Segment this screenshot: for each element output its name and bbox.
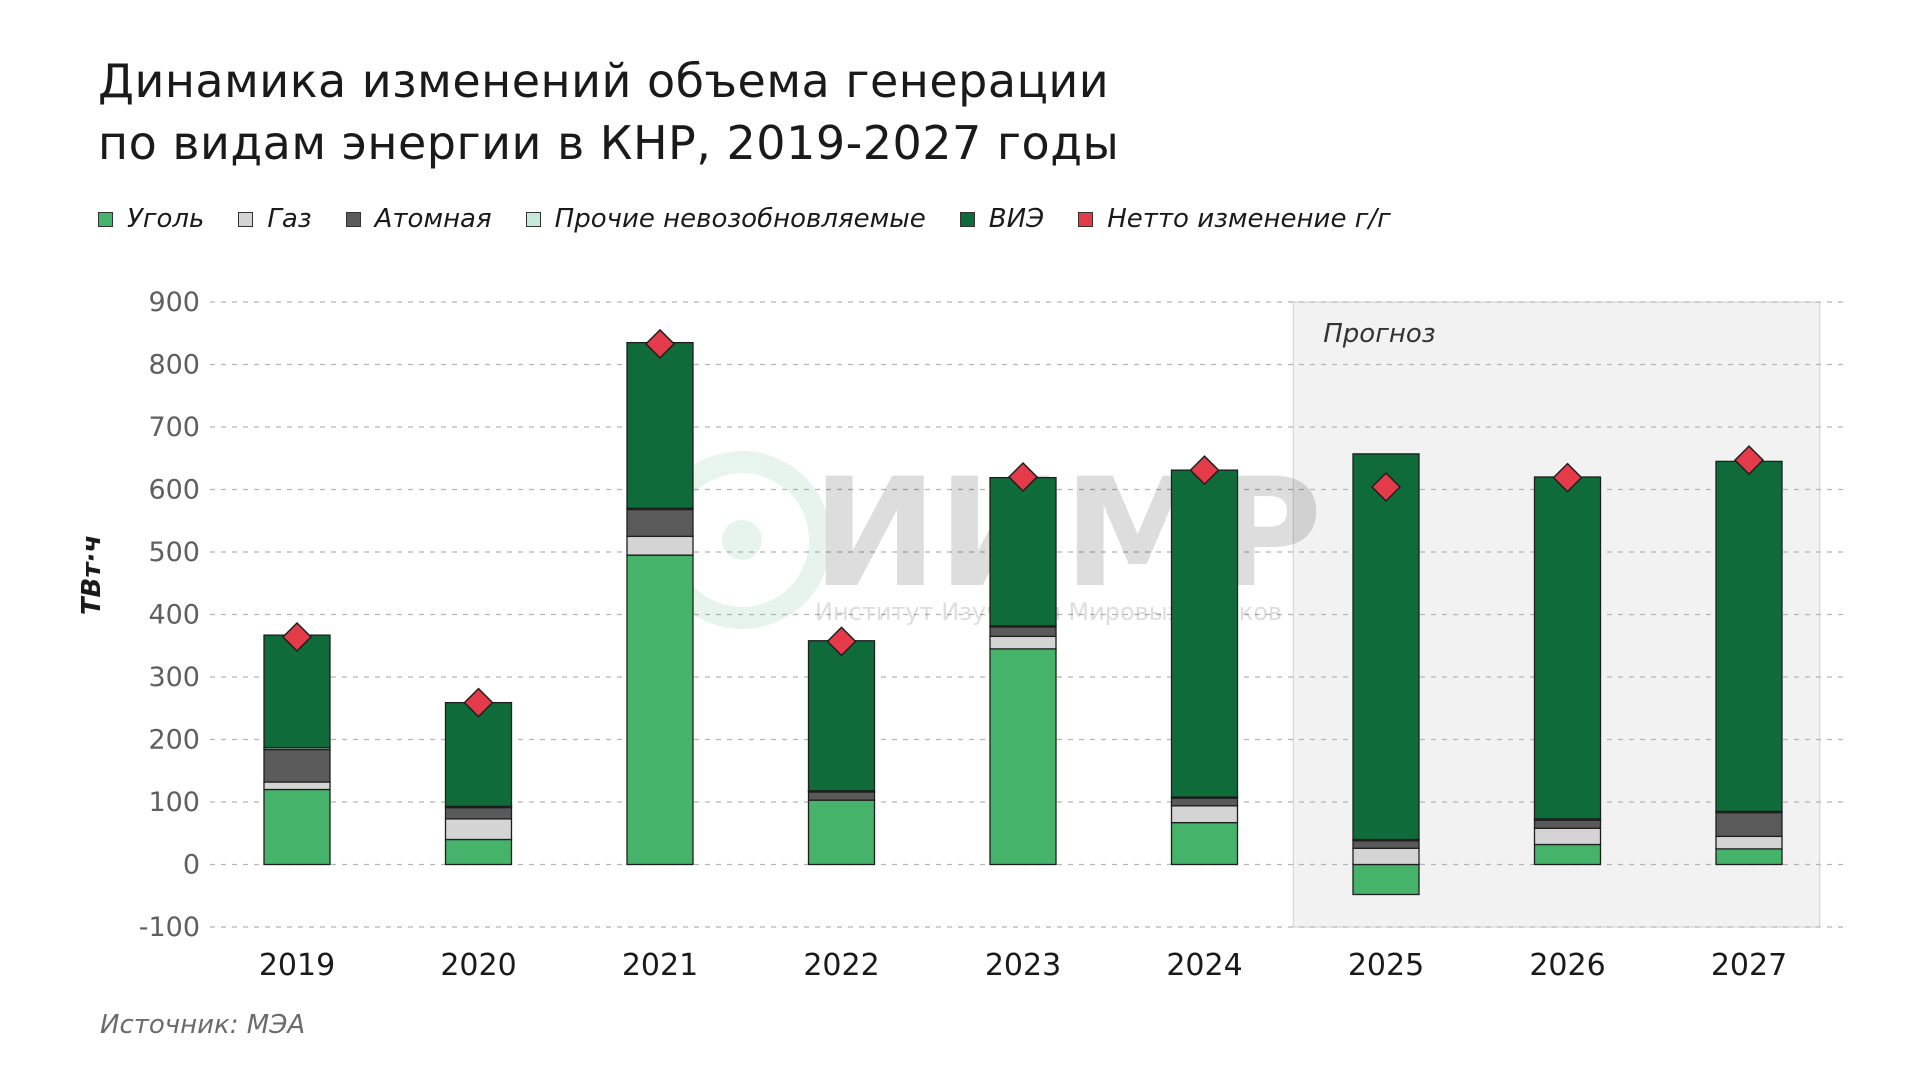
legend-swatch-coal [98, 211, 113, 227]
bar-group-2019 [263, 634, 331, 866]
y-tick-label: 600 [148, 475, 200, 506]
legend-swatch-renewables [959, 211, 975, 227]
bar-segment [1352, 863, 1420, 896]
bar-segment [1715, 848, 1783, 866]
net-change-marker [826, 626, 857, 657]
legend-item-net-change: Нетто изменение г/г [1078, 204, 1391, 234]
net-change-marker [1189, 455, 1220, 486]
legend-label-renewables: ВИЭ [988, 204, 1045, 234]
bar-segment [1533, 819, 1602, 829]
bar-group-2020 [444, 701, 513, 866]
legend: Уголь Газ Атомная Прочие невозобновляемы… [98, 204, 1425, 234]
bar-segment [444, 701, 513, 808]
legend-item-coal: Уголь [98, 204, 204, 234]
bar-segment [1170, 797, 1239, 807]
legend-item-renewables: ВИЭ [959, 204, 1045, 234]
bar-segment [1170, 805, 1239, 824]
bar-group-2027 [1715, 460, 1783, 866]
x-tick-label: 2025 [1348, 948, 1424, 983]
net-change-marker [644, 328, 676, 359]
legend-swatch-other-nonrenewable [525, 211, 541, 227]
x-tick-label: 2021 [622, 948, 698, 983]
net-change-marker [463, 687, 494, 718]
legend-label-coal: Уголь [127, 204, 205, 234]
x-tick-label: 2024 [1166, 948, 1242, 983]
legend-swatch-nuclear [345, 211, 361, 227]
y-tick-label: 700 [148, 412, 200, 443]
bar-segment [1715, 811, 1783, 838]
net-change-marker [1552, 462, 1583, 493]
bar-segment [989, 635, 1057, 650]
x-tick-label: 2023 [985, 948, 1061, 983]
bar-segment [626, 341, 694, 509]
legend-label-gas: Газ [267, 204, 312, 234]
legend-label-nuclear: Атомная [374, 204, 492, 234]
x-tick-label: 2027 [1711, 948, 1787, 983]
y-tick-label: 400 [148, 600, 200, 631]
bar-group-2022 [807, 640, 876, 866]
chart-title-line-2: по видам энергии в КНР, 2019-2027 годы [98, 116, 1120, 170]
chart-title: Динамика изменений объема генерации по в… [98, 50, 1598, 174]
bar-segment [807, 799, 876, 866]
legend-label-net-change: Нетто изменение г/г [1107, 204, 1391, 234]
legend-item-other-nonrenewable: Прочие невозобновляемые [525, 204, 926, 234]
bar-segment [1715, 835, 1783, 850]
bar-segment [263, 748, 331, 783]
bar-segment [1352, 840, 1420, 849]
bar-segment [1533, 843, 1602, 866]
y-tick-label: -100 [139, 912, 200, 943]
bar-segment [1352, 453, 1420, 841]
x-tick-label: 2019 [259, 948, 335, 983]
bar-segment [444, 818, 513, 841]
bar-group-2026 [1533, 476, 1602, 866]
x-tick-label: 2022 [803, 948, 879, 983]
bar-segment [807, 791, 876, 801]
bar-segment [807, 640, 876, 792]
bar-segment [1533, 827, 1602, 846]
bar-segment [989, 626, 1057, 638]
bar-segment [263, 788, 331, 866]
watermark-logo-center-icon [722, 520, 762, 560]
y-tick-label: 0 [183, 850, 200, 881]
bar-group-2021 [626, 341, 694, 866]
bar-group-2023 [989, 476, 1057, 866]
legend-label-other-nonrenewable: Прочие невозобновляемые [554, 204, 926, 234]
watermark-brand: ИИМР [812, 447, 1322, 621]
bar-segment [444, 838, 513, 866]
bar-segment [1170, 821, 1239, 866]
bar-segment [444, 806, 513, 820]
source-note: Источник: МЭА [100, 1010, 306, 1040]
bar-group-2025 [1352, 453, 1420, 896]
bar-segment [989, 648, 1057, 866]
y-tick-label: 200 [148, 725, 200, 756]
chart-title-line-1: Динамика изменений объема генерации [98, 54, 1110, 108]
y-tick-label: 300 [148, 662, 200, 693]
net-change-marker [1370, 471, 1402, 503]
net-change-marker [1007, 461, 1039, 493]
y-tick-label: 500 [148, 537, 200, 568]
stacked-bar-chart: Прогноз -100 0 100 200 300 400 500 600 700 800 900 И… [139, 287, 1848, 983]
legend-swatch-gas [238, 211, 254, 227]
net-change-marker [1733, 445, 1765, 476]
x-tick-label: 2020 [440, 948, 516, 983]
legend-item-nuclear: Атомная [345, 204, 492, 234]
bar-segment [1352, 847, 1420, 866]
bar-segment [1533, 476, 1602, 820]
bar-group-2024 [1170, 469, 1239, 866]
y-tick-label: 900 [148, 287, 200, 318]
forecast-label: Прогноз [1323, 319, 1435, 349]
bar-segment [626, 508, 694, 538]
y-tick-label: 800 [148, 350, 200, 381]
x-tick-label: 2026 [1529, 948, 1605, 983]
bar-segment [1715, 460, 1783, 813]
bar-segment [626, 535, 694, 556]
bar-segment [989, 476, 1057, 627]
legend-item-gas: Газ [238, 204, 312, 234]
legend-swatch-net-change [1078, 211, 1094, 227]
net-change-marker [281, 621, 313, 653]
bar-segment [263, 781, 331, 791]
bar-segment [1170, 469, 1239, 798]
y-tick-label: 100 [148, 787, 200, 818]
bar-segment [626, 554, 694, 866]
